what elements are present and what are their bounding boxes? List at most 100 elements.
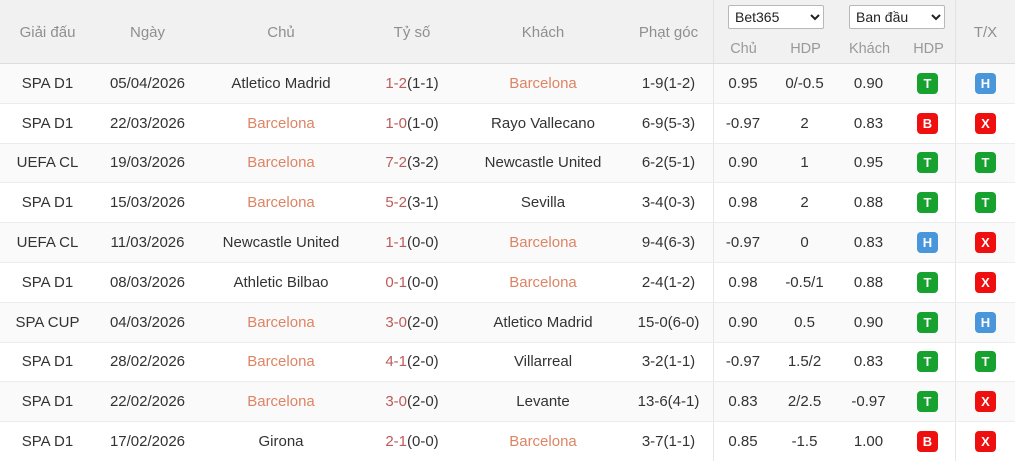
column-header-score: Tỷ số xyxy=(393,23,431,41)
league-cell: SPA D1 xyxy=(21,74,74,92)
table-row: UEFA CL 19/03/2026 Barcelona 7-2(3-2) Ne… xyxy=(0,143,1015,184)
tx-result-cell: T xyxy=(955,143,1015,183)
score-fulltime: 1-0 xyxy=(385,114,407,132)
odds-home-cell: 0.90 xyxy=(713,302,772,342)
league-cell: SPA D1 xyxy=(21,433,74,451)
tx-result-cell: H xyxy=(955,302,1015,342)
hdp-cell: -1.5 xyxy=(791,433,818,451)
tx-result-cell: X xyxy=(955,382,1015,422)
away-team: Sevilla xyxy=(520,194,566,212)
home-team: Barcelona xyxy=(247,353,315,371)
odds-home-cell: 0.98 xyxy=(713,262,772,302)
tx-result-badge: X xyxy=(975,391,996,413)
table-row: SPA D1 22/03/2026 Barcelona 1-0(1-0) Ray… xyxy=(0,103,1015,144)
tx-result-badge: X xyxy=(975,232,996,254)
league-cell: SPA CUP xyxy=(15,313,80,331)
league-cell: SPA D1 xyxy=(21,194,74,212)
home-team: Barcelona xyxy=(247,313,315,331)
home-team: Athletic Bilbao xyxy=(233,273,329,291)
odds-away-cell: 0.83 xyxy=(853,114,884,132)
hdp-result-cell: T xyxy=(900,351,955,373)
score-halftime: (0-0) xyxy=(407,273,439,291)
score-fulltime: 2-1 xyxy=(385,433,407,451)
date-cell: 05/04/2026 xyxy=(109,74,186,92)
tx-result-cell: X xyxy=(955,422,1015,461)
home-team: Barcelona xyxy=(247,154,315,172)
hdp-cell: 1.5/2 xyxy=(787,353,822,371)
odds-home-cell: 0.98 xyxy=(713,183,772,223)
hdp-result-badge: T xyxy=(917,72,938,94)
odds-home-cell: 0.95 xyxy=(713,64,772,103)
odds-subheader-away: Khách xyxy=(848,40,891,57)
table-row: SPA D1 05/04/2026 Atletico Madrid 1-2(1-… xyxy=(0,64,1015,104)
score-fulltime: 3-0 xyxy=(385,313,407,331)
score-fulltime: 5-2 xyxy=(385,194,407,212)
hdp-result-cell: T xyxy=(900,192,955,214)
hdp-result-badge: T xyxy=(917,152,938,174)
tx-result-badge: T xyxy=(975,152,996,174)
odds-home-cell: 0.85 xyxy=(713,422,772,461)
table-row: SPA D1 08/03/2026 Athletic Bilbao 0-1(0-… xyxy=(0,262,1015,303)
corners-cell: 13-6(4-1) xyxy=(637,393,700,411)
hdp-result-cell: B xyxy=(900,431,955,453)
home-team: Barcelona xyxy=(247,194,315,212)
score-halftime: (2-0) xyxy=(407,353,439,371)
hdp-cell: 0.5 xyxy=(794,313,815,331)
tx-result-badge: X xyxy=(975,431,996,453)
odds-away-cell: 0.83 xyxy=(853,234,884,252)
hdp-cell: 2/2.5 xyxy=(787,393,822,411)
date-cell: 19/03/2026 xyxy=(109,154,186,172)
hdp-cell: 0/-0.5 xyxy=(785,74,824,92)
hdp-result-cell: T xyxy=(900,72,955,94)
hdp-cell: 2 xyxy=(800,194,809,212)
tx-result-badge: X xyxy=(975,112,996,134)
away-team: Barcelona xyxy=(509,234,577,252)
score-cell: 4-1(2-0) xyxy=(362,353,462,370)
score-fulltime: 4-1 xyxy=(385,353,407,371)
odds-home-cell: 0.90 xyxy=(713,143,772,183)
hdp-result-badge: T xyxy=(917,391,938,413)
odds-away-cell: 0.83 xyxy=(853,353,884,371)
home-team: Atletico Madrid xyxy=(231,74,331,92)
score-cell: 1-2(1-1) xyxy=(362,75,462,92)
odds-provider-select[interactable]: Bet365 xyxy=(728,4,824,29)
league-cell: SPA D1 xyxy=(21,273,74,291)
score-cell: 7-2(3-2) xyxy=(362,154,462,171)
odds-subheader-home: Chủ xyxy=(730,40,757,57)
table-row: SPA D1 15/03/2026 Barcelona 5-2(3-1) Sev… xyxy=(0,183,1015,224)
column-header-tx: T/X xyxy=(955,0,1015,64)
score-fulltime: 1-1 xyxy=(385,234,407,252)
date-cell: 11/03/2026 xyxy=(110,234,185,252)
table-row: UEFA CL 11/03/2026 Newcastle United 1-1(… xyxy=(0,223,1015,263)
table-body: SPA D1 05/04/2026 Atletico Madrid 1-2(1-… xyxy=(0,64,1015,461)
column-header-away: Khách xyxy=(521,23,565,41)
table-row: SPA D1 22/02/2026 Barcelona 3-0(2-0) Lev… xyxy=(0,382,1015,423)
corners-cell: 2-4(1-2) xyxy=(641,273,696,291)
corners-cell: 9-4(6-3) xyxy=(641,234,696,252)
score-halftime: (3-1) xyxy=(407,194,439,212)
hdp-result-cell: H xyxy=(900,232,955,254)
table-row: SPA D1 28/02/2026 Barcelona 4-1(2-0) Vil… xyxy=(0,342,1015,383)
corners-cell: 3-7(1-1) xyxy=(641,433,696,451)
score-cell: 1-1(0-0) xyxy=(362,234,462,251)
odds-subheader-hdp-init: HDP xyxy=(913,40,944,57)
table-row: SPA D1 17/02/2026 Girona 2-1(0-0) Barcel… xyxy=(0,422,1015,461)
home-team: Barcelona xyxy=(247,393,315,411)
away-team: Rayo Vallecano xyxy=(491,114,595,132)
odds-type-select[interactable]: Ban đầu xyxy=(849,4,945,29)
score-halftime: (0-0) xyxy=(407,234,439,252)
tx-result-cell: T xyxy=(955,342,1015,382)
date-cell: 22/03/2026 xyxy=(109,114,186,132)
tx-result-cell: X xyxy=(955,103,1015,143)
table-header: Giải đấu Ngày Chủ Tỷ số Khách Phạt góc B… xyxy=(0,0,1015,64)
tx-result-badge: T xyxy=(975,351,996,373)
odds-away-cell: 0.90 xyxy=(853,74,884,92)
column-header-league: Giải đấu xyxy=(19,23,76,41)
tx-result-cell: H xyxy=(955,64,1015,103)
odds-home-cell: -0.97 xyxy=(713,103,772,143)
away-team: Villarreal xyxy=(513,353,573,371)
corners-cell: 6-2(5-1) xyxy=(641,154,696,172)
odds-away-cell: 0.95 xyxy=(853,154,884,172)
score-cell: 3-0(2-0) xyxy=(362,314,462,331)
score-fulltime: 3-0 xyxy=(385,393,407,411)
